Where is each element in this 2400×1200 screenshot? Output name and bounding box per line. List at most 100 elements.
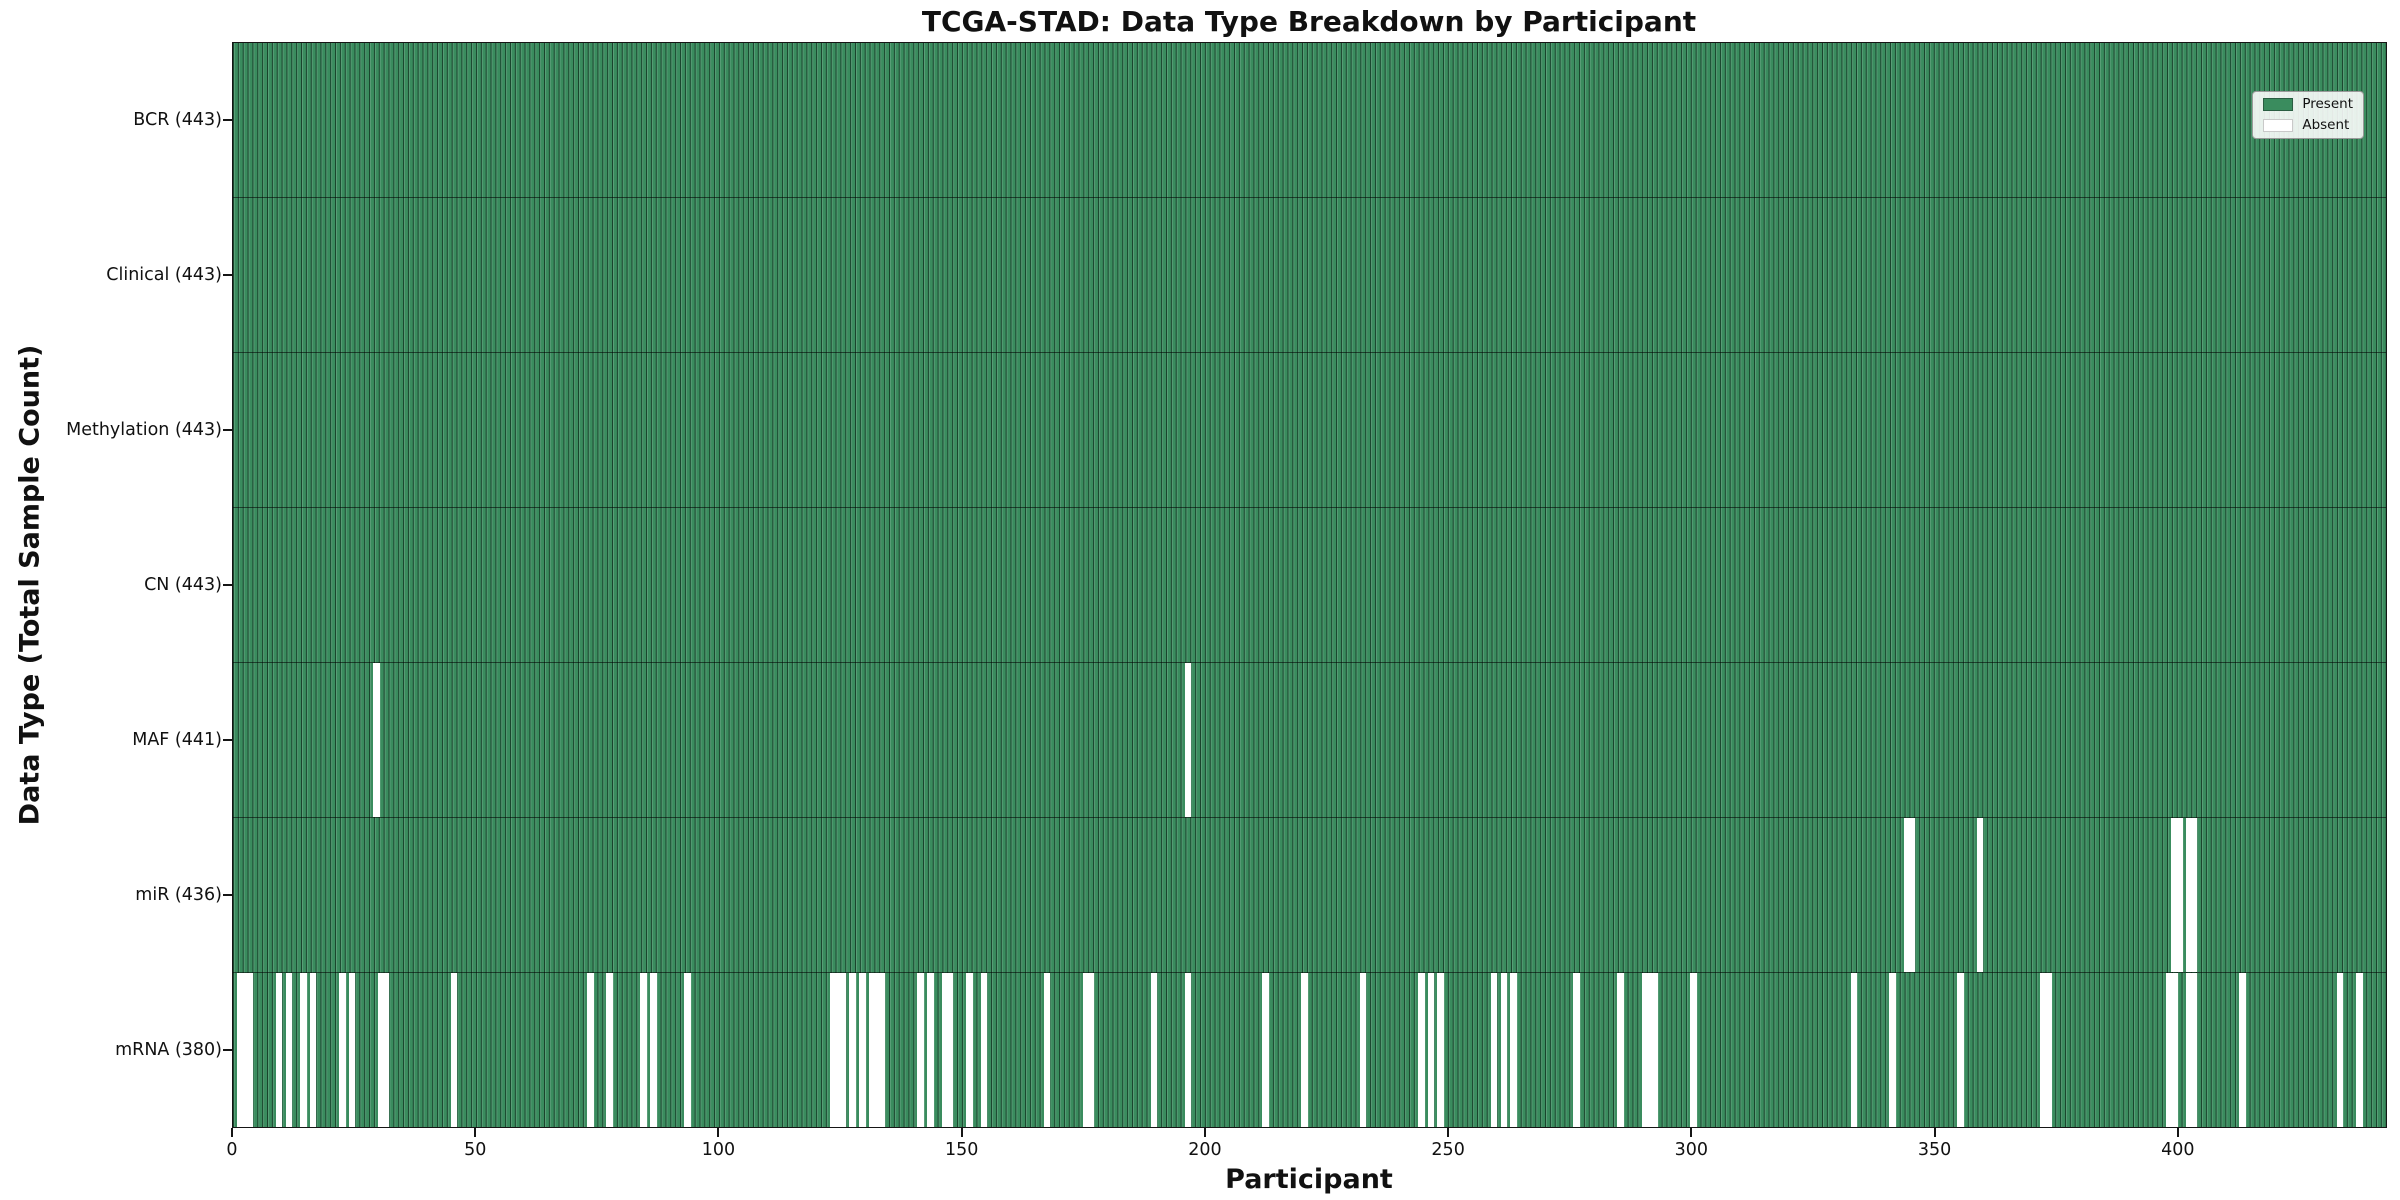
absent-gap xyxy=(1510,973,1517,1127)
ytick-label-Methylation: Methylation (443) xyxy=(66,419,222,440)
ytick-mark xyxy=(223,739,232,742)
absent-gap xyxy=(2336,973,2344,1127)
absent-gap xyxy=(1490,973,1498,1127)
absent-gap xyxy=(2185,818,2193,972)
absent-gap xyxy=(1427,973,1435,1127)
absent-gap xyxy=(849,973,856,1127)
absent-gap xyxy=(2355,973,2363,1127)
absent-gap xyxy=(946,973,954,1127)
heatmap-row-MAF xyxy=(233,663,2386,818)
ytick-mark xyxy=(223,894,232,897)
absent-gap xyxy=(927,973,934,1127)
absent-gap xyxy=(873,973,881,1127)
ytick-label-miR: miR (436) xyxy=(135,885,222,906)
absent-gap xyxy=(348,973,356,1127)
ytick-mark xyxy=(223,1049,232,1052)
heatmap-row-BCR xyxy=(233,43,2386,198)
heatmap-row-Methylation xyxy=(233,353,2386,508)
legend-label-absent: Absent xyxy=(2302,116,2350,133)
xtick-label-300: 300 xyxy=(1674,1140,1709,1160)
heatmap-row-miR xyxy=(233,818,2386,973)
legend: Present Absent xyxy=(2252,91,2364,139)
absent-gap xyxy=(1641,973,1649,1127)
xtick-mark xyxy=(1447,1128,1450,1137)
absent-gap xyxy=(236,973,244,1127)
absent-gap xyxy=(980,973,988,1127)
ytick-mark xyxy=(223,118,232,121)
absent-gap xyxy=(2176,818,2183,972)
absent-gap xyxy=(275,973,283,1127)
legend-swatch-present-icon xyxy=(2263,98,2294,112)
y-axis-label: Data Type (Total Sample Count) xyxy=(14,344,46,826)
absent-gap xyxy=(1903,818,1911,972)
absent-gap xyxy=(1957,973,1965,1127)
absent-gap xyxy=(377,973,385,1127)
absent-gap xyxy=(650,973,657,1127)
xtick-mark xyxy=(1690,1128,1693,1137)
absent-gap xyxy=(1908,818,1916,972)
legend-entry-absent: Absent xyxy=(2263,116,2353,133)
xtick-mark xyxy=(1203,1128,1206,1137)
absent-gap xyxy=(1437,973,1445,1127)
absent-gap xyxy=(2171,818,2178,972)
absent-gap xyxy=(246,973,254,1127)
absent-gap xyxy=(1646,973,1653,1127)
x-axis-label: Participant xyxy=(1225,1164,1393,1195)
absent-gap xyxy=(241,973,249,1127)
absent-gap xyxy=(1359,973,1367,1127)
xtick-mark xyxy=(2176,1128,2179,1137)
absent-gap xyxy=(373,663,380,817)
absent-gap xyxy=(1417,973,1425,1127)
ytick-label-CN: CN (443) xyxy=(144,575,222,595)
absent-gap xyxy=(1976,818,1984,972)
absent-gap xyxy=(606,973,613,1127)
absent-gap xyxy=(1043,973,1051,1127)
absent-gap xyxy=(1651,973,1658,1127)
absent-gap xyxy=(2166,973,2174,1127)
absent-gap xyxy=(2185,973,2193,1127)
absent-gap xyxy=(868,973,876,1127)
chart-title: TCGA-STAD: Data Type Breakdown by Partic… xyxy=(921,5,1697,38)
absent-gap xyxy=(1617,973,1624,1127)
ytick-mark xyxy=(223,428,232,431)
xtick-mark xyxy=(717,1128,720,1137)
absent-gap xyxy=(829,973,837,1127)
absent-gap xyxy=(300,973,307,1127)
absent-gap xyxy=(917,973,924,1127)
absent-gap xyxy=(941,973,949,1127)
heatmap-row-mRNA xyxy=(233,973,2386,1127)
absent-gap xyxy=(2190,818,2198,972)
xtick-mark xyxy=(231,1128,233,1137)
absent-gap xyxy=(586,973,594,1127)
ytick-mark xyxy=(223,584,232,586)
absent-gap xyxy=(1690,973,1697,1127)
absent-gap xyxy=(2190,973,2198,1127)
plot-area: Present Absent xyxy=(232,42,2387,1128)
legend-swatch-absent-icon xyxy=(2263,118,2294,132)
absent-gap xyxy=(839,973,847,1127)
ytick-mark xyxy=(223,273,232,276)
absent-gap xyxy=(859,973,866,1127)
legend-entry-present: Present xyxy=(2263,97,2353,112)
absent-gap xyxy=(1184,973,1192,1127)
absent-gap xyxy=(2040,973,2047,1127)
xtick-label-200: 200 xyxy=(1188,1140,1222,1160)
absent-gap xyxy=(1301,973,1308,1127)
ytick-label-mRNA: mRNA (380) xyxy=(115,1040,222,1061)
absent-gap xyxy=(2044,973,2052,1127)
absent-gap xyxy=(834,973,842,1127)
absent-gap xyxy=(1082,973,1090,1127)
absent-gap xyxy=(309,973,317,1127)
xtick-label-150: 150 xyxy=(944,1140,979,1160)
absent-gap xyxy=(285,973,293,1127)
absent-gap xyxy=(382,973,390,1127)
absent-gap xyxy=(684,973,691,1127)
xtick-label-100: 100 xyxy=(701,1140,736,1160)
absent-gap xyxy=(339,973,346,1127)
absent-gap xyxy=(1889,973,1896,1127)
absent-gap xyxy=(1262,973,1270,1127)
heatmap-row-Clinical xyxy=(233,198,2386,353)
absent-gap xyxy=(1184,663,1192,817)
heatmap-row-CN xyxy=(233,508,2386,663)
